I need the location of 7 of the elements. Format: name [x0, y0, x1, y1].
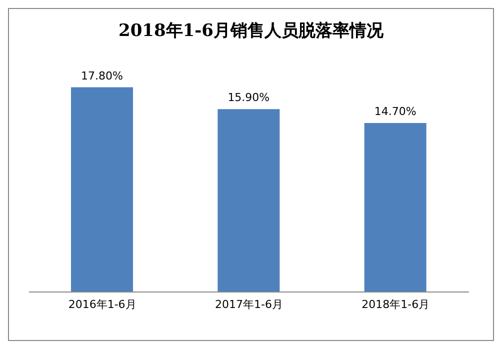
x-tick-label: 2018年1-6月 [362, 298, 430, 311]
data-label: 15.90% [228, 91, 270, 104]
x-tick-label: 2017年1-6月 [215, 298, 283, 311]
data-label: 17.80% [81, 69, 123, 82]
chart-title: 2018年1-6月销售人员脱落率情况 [117, 20, 385, 42]
x-tick-label: 2016年1-6月 [68, 298, 136, 311]
data-label: 14.70% [374, 104, 416, 118]
